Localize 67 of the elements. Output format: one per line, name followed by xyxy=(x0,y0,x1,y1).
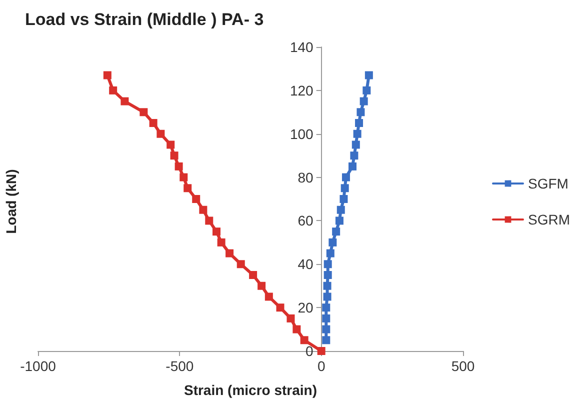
x-tick-label: 0 xyxy=(317,358,326,374)
point xyxy=(276,304,284,312)
y-tick-label: 120 xyxy=(290,82,314,98)
point xyxy=(323,292,332,301)
chart-title: Load vs Strain (Middle ) PA- 3 xyxy=(25,10,264,29)
point xyxy=(249,271,258,279)
point xyxy=(322,304,330,312)
point xyxy=(352,140,360,149)
point xyxy=(109,86,118,94)
point xyxy=(340,195,348,203)
point xyxy=(199,206,208,214)
legend-label: SGFM xyxy=(528,176,568,192)
point xyxy=(340,184,349,192)
point xyxy=(205,216,214,225)
point xyxy=(192,195,200,203)
point xyxy=(326,249,334,258)
x-tick-label: -1000 xyxy=(20,358,56,374)
point xyxy=(300,336,308,344)
point xyxy=(323,282,332,290)
y-tick-label: 20 xyxy=(298,300,314,316)
point xyxy=(184,184,192,192)
point xyxy=(362,86,371,94)
point xyxy=(342,173,350,182)
point xyxy=(292,325,301,334)
point xyxy=(324,260,332,268)
y-tick-label: 40 xyxy=(298,256,314,272)
point xyxy=(120,97,129,106)
point xyxy=(226,249,234,258)
point xyxy=(335,216,344,225)
x-tick-label: -500 xyxy=(166,358,194,374)
point xyxy=(140,108,148,116)
point xyxy=(258,282,266,290)
point xyxy=(336,206,345,214)
y-axis-title: Load (kN) xyxy=(3,169,19,234)
point xyxy=(174,162,183,170)
point xyxy=(355,119,364,127)
y-tick-label: 80 xyxy=(298,169,314,186)
point xyxy=(286,314,295,322)
y-tick-label: 100 xyxy=(290,126,314,142)
point xyxy=(324,271,332,279)
legend-label: SGRM xyxy=(528,212,570,228)
point xyxy=(212,228,220,236)
y-tick-label: 0 xyxy=(306,343,314,359)
point xyxy=(103,71,112,80)
point xyxy=(322,336,330,344)
x-tick-label: 500 xyxy=(451,358,475,374)
point xyxy=(322,314,330,322)
point xyxy=(364,71,373,80)
x-axis-title: Strain (micro strain) xyxy=(184,382,318,398)
point xyxy=(236,260,245,268)
point xyxy=(360,97,368,106)
point xyxy=(348,162,356,170)
point xyxy=(353,130,362,138)
point xyxy=(350,152,358,160)
point xyxy=(217,238,226,246)
point xyxy=(264,292,273,301)
point xyxy=(166,140,175,149)
point xyxy=(170,152,178,160)
point xyxy=(180,173,188,182)
point xyxy=(322,325,330,334)
y-tick-label: 140 xyxy=(290,39,314,55)
point xyxy=(356,108,365,116)
point xyxy=(156,130,165,138)
point xyxy=(328,238,337,246)
y-tick-label: 60 xyxy=(298,212,314,229)
point xyxy=(332,228,340,236)
point xyxy=(149,119,158,127)
